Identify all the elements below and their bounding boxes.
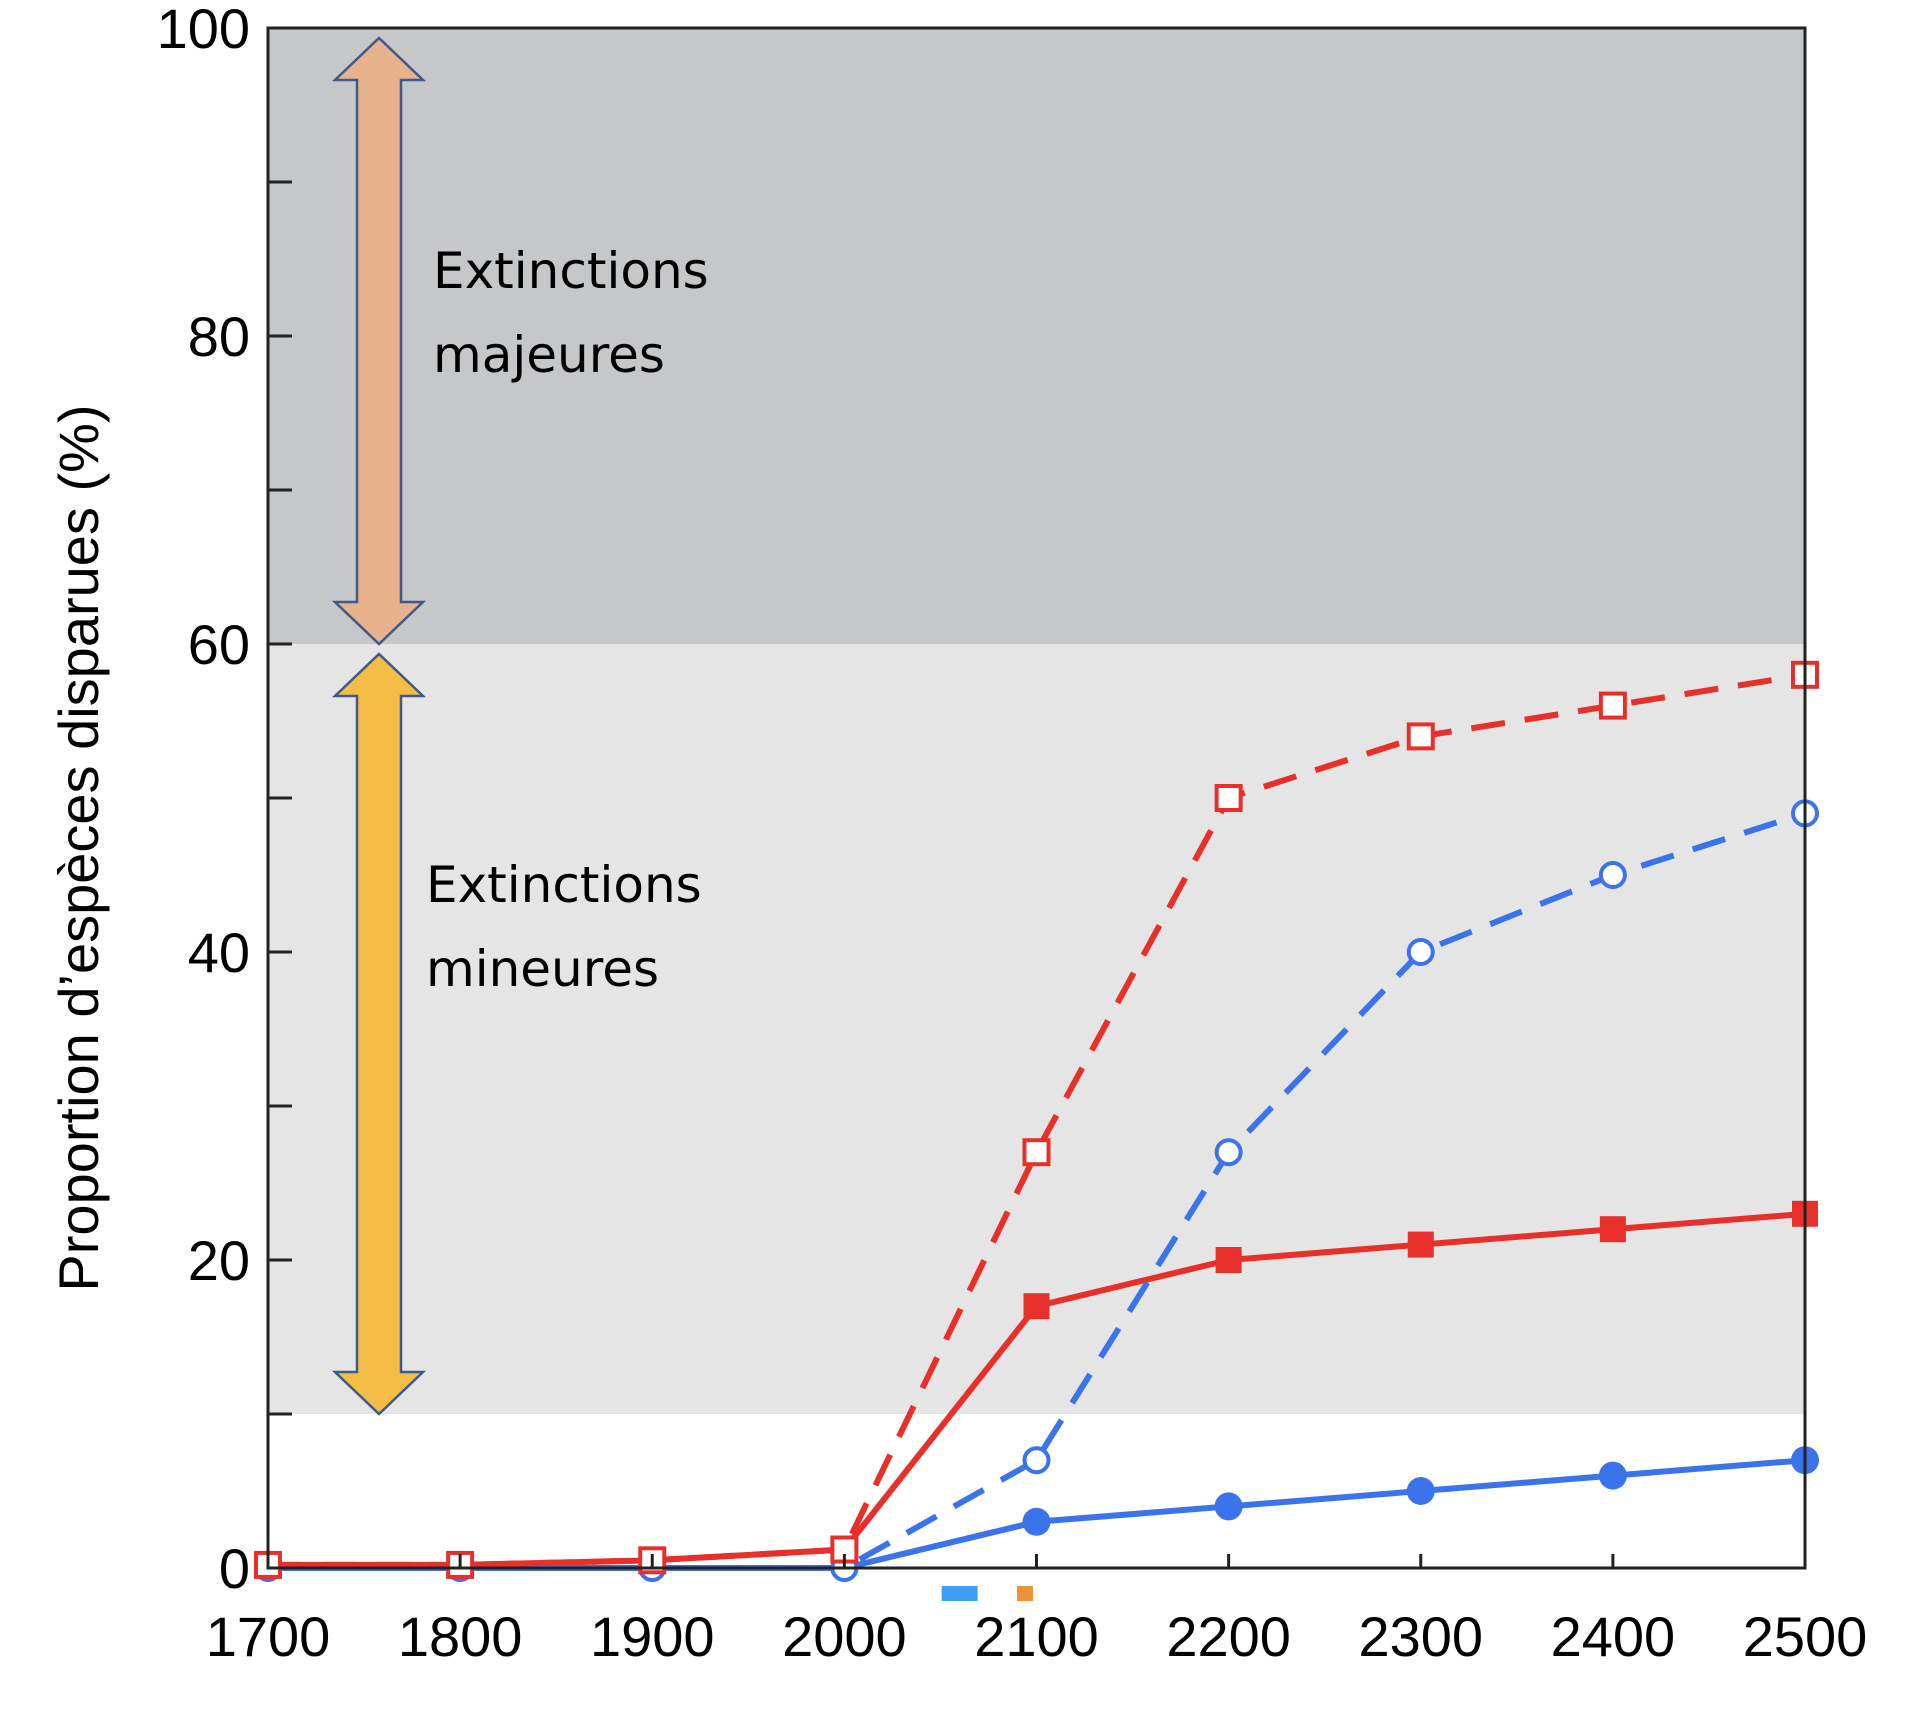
series-2-point-7	[1599, 1216, 1626, 1243]
series-1-point-4	[1022, 1446, 1051, 1475]
y-axis-title: Proportion d’espèces disparues (%)	[47, 404, 110, 1291]
zone-arrows-layer	[331, 36, 427, 1416]
series-0-line	[268, 671, 1806, 1568]
axis-marker-0	[941, 1586, 978, 1601]
x-tick-label-1: 1800	[398, 1605, 523, 1668]
y-tick-label-3: 60	[188, 613, 250, 676]
series-1-point-7	[1598, 861, 1627, 889]
x-tick-label-2: 1900	[590, 1605, 715, 1668]
y-tick-label-5: 100	[157, 0, 250, 60]
zone-band-0	[268, 28, 1805, 644]
zone-labels-layer: Extinctions majeures Extinctions mineures	[426, 242, 709, 998]
axis-marker-1	[1016, 1586, 1033, 1601]
x-tick-label-3: 2000	[782, 1605, 907, 1668]
x-tick-label-8: 2500	[1743, 1605, 1868, 1668]
y-tick-label-1: 20	[188, 1229, 250, 1292]
series-0-point-6	[1406, 722, 1435, 751]
x-tick-label-7: 2400	[1551, 1605, 1676, 1668]
x-tick-label-4: 2100	[974, 1605, 1099, 1668]
zone-arrow-0	[331, 36, 427, 646]
x-tick-label-5: 2200	[1166, 1605, 1291, 1668]
series-0-point-5	[1214, 784, 1243, 812]
series-3-point-4	[1022, 1507, 1051, 1536]
series-2-point-4	[1023, 1293, 1050, 1320]
x-tick-label-6: 2300	[1358, 1605, 1483, 1668]
series-3-point-7	[1598, 1461, 1627, 1490]
zone-arrow-1	[331, 652, 427, 1416]
series-1-line	[268, 810, 1806, 1571]
y-tick-label-4: 80	[188, 305, 250, 368]
zone-label-1-line-1: mineures	[426, 940, 659, 998]
zone-label-0-line-0: Extinctions	[433, 242, 709, 300]
series-1-point-6	[1406, 938, 1435, 966]
y-tick-label-2: 40	[188, 921, 250, 984]
series-1-point-5	[1214, 1138, 1243, 1167]
zone-label-1-line-0: Extinctions	[426, 856, 702, 914]
zones-layer	[268, 28, 1805, 1414]
ticks-layer: 1700 1800 1900 2000 2100 2200 2300 2400 2500 0 20 4…	[157, 0, 1868, 1668]
series-2-point-5	[1215, 1247, 1242, 1273]
series-3-point-6	[1406, 1477, 1435, 1505]
zone-band-1	[268, 644, 1805, 1414]
y-tick-label-0: 0	[219, 1537, 250, 1600]
series-3-point-5	[1214, 1492, 1243, 1521]
series-0-point-4	[1022, 1138, 1051, 1167]
x-tick-label-0: 1700	[206, 1605, 331, 1668]
series-0-point-7	[1598, 691, 1627, 720]
zone-label-0-line-1: majeures	[433, 326, 665, 384]
series-2-point-6	[1407, 1231, 1434, 1258]
axis-markers-layer	[941, 1586, 1033, 1601]
